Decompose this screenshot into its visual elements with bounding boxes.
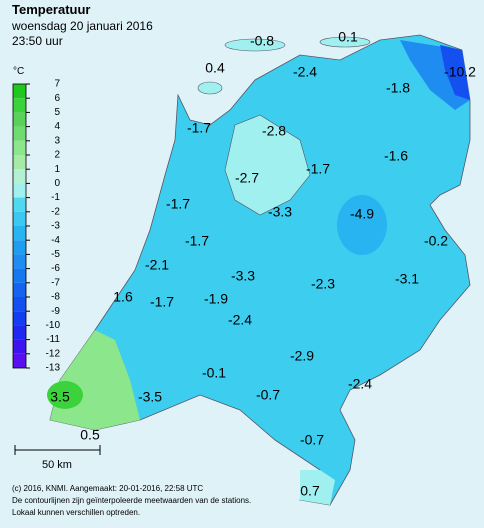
legend: 7 6 5 4 3 2 1 0 -1 -2 -3 -4 -5 -6 -7 -8 -9 -10 -11 -12 -13	[12, 79, 61, 374]
temperature-label: -0.2	[424, 233, 448, 249]
land	[49, 34, 471, 506]
temperature-label: -3.5	[138, 389, 162, 405]
warm-spot	[47, 381, 83, 409]
legend-tick-label: 1	[54, 164, 60, 175]
temperature-label: -1.9	[204, 291, 228, 307]
temperature-labels: -0.8 0.1 0.4 -2.4 -10.2 -1.8 -1.7 -2.8 -1.7 -1.6 -…	[50, 29, 476, 499]
legend-tick-label: -6	[51, 263, 60, 274]
temperature-label: -2.4	[228, 312, 252, 328]
legend-tick-label: -12	[46, 348, 61, 359]
legend-tick-label: -8	[51, 292, 60, 303]
temperature-label: -1.7	[166, 196, 190, 212]
legend-band	[13, 197, 26, 212]
island	[319, 36, 371, 48]
legend-tick-label: -10	[46, 320, 61, 331]
legend-tick-label: -13	[46, 363, 61, 374]
legend-band	[13, 169, 26, 184]
temperature-label: 0.4	[205, 60, 225, 76]
temperature-label: -1.6	[384, 148, 408, 164]
legend-tick-label: 3	[54, 135, 60, 146]
temperature-label: -3.3	[268, 204, 292, 220]
unit: °C	[13, 66, 24, 77]
legend-tick-label: 2	[54, 150, 60, 161]
legend-tick-label: 7	[54, 79, 60, 90]
legend-tick-label: 0	[54, 178, 60, 189]
subtitle: woensdag 20 januari 2016	[11, 19, 153, 33]
legend-band	[13, 297, 26, 312]
temperature-label: -2.7	[235, 170, 259, 186]
temperature-label: -1.7	[187, 120, 211, 136]
scale-bar: 50 km	[14, 445, 101, 471]
temperature-label: -2.4	[293, 64, 317, 80]
temperature-label: 0.1	[338, 29, 358, 45]
temperature-label: -10.2	[444, 64, 476, 80]
legend-tick-label: 5	[54, 107, 60, 118]
footer-line: De contourlijnen zijn geïnterpoleerde me…	[12, 496, 251, 505]
temperature-label: -0.1	[202, 365, 226, 381]
legend-tick-label: -3	[51, 221, 60, 232]
legend-tick-label: 6	[54, 93, 60, 104]
temperature-label: -3.1	[395, 271, 419, 287]
temperature-label: -0.7	[256, 387, 280, 403]
temperature-label: 3.5	[50, 389, 70, 405]
northeast-very-cold	[440, 45, 470, 100]
legend-tick-label: -7	[51, 277, 60, 288]
island	[224, 38, 286, 52]
legend-band	[13, 183, 26, 198]
temperature-label: 0.5	[80, 427, 100, 443]
legend-band	[13, 211, 26, 226]
legend-band	[13, 353, 26, 368]
cold-spot	[337, 195, 387, 255]
legend-tick-label: -2	[51, 206, 60, 217]
legend-band	[13, 98, 26, 113]
ijsselmeer	[224, 114, 311, 216]
legend-band	[13, 282, 26, 297]
legend-tick-label: -5	[51, 249, 60, 260]
legend-band	[13, 268, 26, 283]
temperature-label: -1.8	[386, 80, 410, 96]
legend-band	[13, 226, 26, 241]
footer-line: (c) 2016, KNMI. Aangemaakt: 20-01-2016, …	[12, 484, 203, 493]
temperature-label: -4.9	[350, 206, 374, 222]
scale-label: 50 km	[42, 459, 72, 471]
temperature-label: -0.7	[300, 432, 324, 448]
temperature-label: -2.8	[262, 123, 286, 139]
temperature-label: -2.3	[311, 276, 335, 292]
legend-tick-label: -1	[51, 192, 60, 203]
south-mild	[300, 470, 335, 505]
legend-band	[13, 155, 26, 170]
temperature-label: -3.3	[231, 268, 255, 284]
legend-band	[13, 311, 26, 326]
temperature-label: -0.8	[250, 33, 274, 49]
island	[197, 81, 223, 95]
legend-tick-label: -11	[46, 334, 60, 345]
legend-band	[13, 112, 26, 127]
legend-tick-label: 4	[54, 121, 60, 132]
legend-tick-label: -9	[51, 306, 60, 317]
legend-band	[13, 240, 26, 255]
temperature-label: -2.9	[290, 348, 314, 364]
title: Temperatuur	[12, 2, 91, 17]
legend-band	[13, 84, 26, 99]
footer-line: Lokaal kunnen verschillen optreden.	[12, 508, 140, 517]
legend-band	[13, 254, 26, 269]
temperature-label: -1.7	[150, 294, 174, 310]
temperature-label: -1.7	[185, 233, 209, 249]
temperature-label: -2.1	[145, 257, 169, 273]
legend-tick-label: -4	[51, 235, 60, 246]
temperature-label: -1.7	[306, 161, 330, 177]
legend-band	[13, 140, 26, 155]
legend-band	[13, 339, 26, 354]
temperature-label: 1.6	[113, 289, 133, 305]
temperature-label: -2.4	[348, 376, 372, 392]
time: 23:50 uur	[12, 34, 63, 48]
temperature-label: 0.7	[300, 483, 320, 499]
legend-band	[13, 325, 26, 340]
legend-band	[13, 126, 26, 141]
